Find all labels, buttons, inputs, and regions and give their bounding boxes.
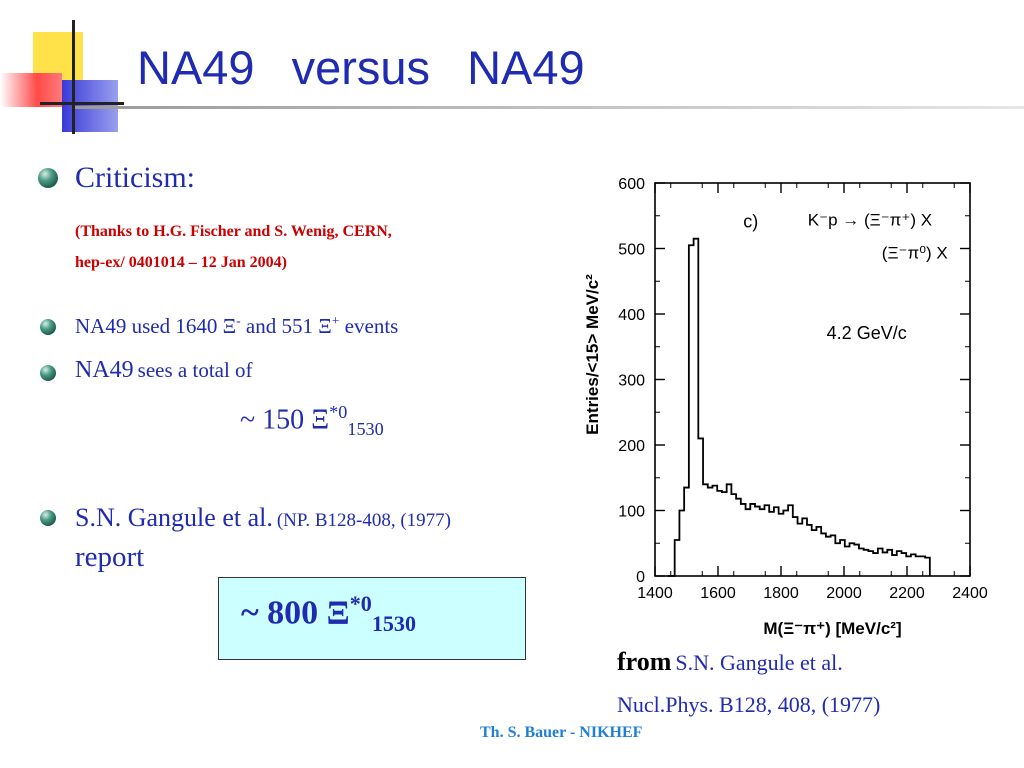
y-axis-label: Entries/<15> MeV/c² [583, 274, 602, 435]
y-tick-label: 500 [618, 242, 645, 259]
criticism-heading: Criticism: [75, 161, 195, 194]
vertical-line [72, 20, 75, 134]
y-tick-label: 600 [618, 176, 645, 193]
box-value: ~ 800 Ξ*01530 [241, 591, 416, 637]
total-bullet: NA49 sees a total of [75, 357, 253, 384]
report-text: report [75, 541, 145, 573]
x-tick-label: 1800 [763, 585, 799, 602]
histogram-chart: 1400 1600 1800 2000 2200 2400 0 100 200 300 400 500… [583, 176, 988, 638]
box-value-pre: ~ 800 Ξ [241, 594, 350, 632]
x-tick-label: 2000 [826, 585, 862, 602]
reference-authors: S.N. Gangule et al. [675, 650, 843, 675]
bullet-icon [38, 168, 58, 188]
reaction-label-2: (Ξ⁻π⁰) X [882, 243, 948, 262]
reference-line-1: from S.N. Gangule et al. [617, 647, 843, 677]
y-tick-label: 400 [618, 307, 645, 324]
bullet-icon [40, 319, 56, 335]
red-bar [0, 73, 62, 107]
reference-from: from [617, 647, 672, 676]
y-tick-label: 100 [618, 504, 645, 521]
highlight-box: ~ 800 Ξ*01530 [218, 577, 526, 660]
plot-frame [654, 182, 971, 577]
title-decoration [0, 0, 140, 140]
total-value: ~ 150 Ξ*01530 [240, 402, 384, 440]
reference-journal: Nucl.Phys. B128, 408, (1977) [617, 692, 881, 717]
y-tick-label: 200 [618, 438, 645, 455]
thanks-line-1: (Thanks to H.G. Fischer and S. Wenig, CE… [75, 223, 392, 240]
gangule-main: S.N. Gangule et al. [75, 503, 273, 532]
box-value-sup: *0 [349, 591, 372, 616]
x-axis-label: M(Ξ⁻π⁺) [MeV/c²] [763, 619, 901, 638]
thanks-line-2: hep-ex/ 0401014 – 12 Jan 2004) [75, 254, 287, 271]
total-value-sub: 1530 [347, 418, 384, 439]
footer-credit: Th. S. Bauer - NIKHEF [480, 724, 643, 741]
momentum-label: 4.2 GeV/c [827, 323, 907, 343]
title-underline [75, 106, 1024, 109]
histogram-series [667, 237, 931, 577]
reaction-label-1: K⁻p → (Ξ⁻π⁺) X [808, 211, 932, 230]
bullet-icon [40, 510, 56, 526]
xi-minus-sup: - [236, 313, 241, 328]
x-tick-label: 2200 [889, 585, 925, 602]
gangule-bullet: S.N. Gangule et al. (NP. B128-408, (1977… [75, 503, 451, 533]
page-title: NA49 versus NA49 [137, 41, 585, 94]
events-bullet: NA49 used 1640 Ξ- and 551 Ξ+ events [75, 313, 398, 339]
total-value-pre: ~ 150 Ξ [240, 404, 330, 436]
gangule-ref: (NP. B128-408, (1977) [276, 510, 452, 531]
total-value-sup: *0 [329, 402, 348, 422]
events-text-post: events [344, 314, 399, 338]
x-tick-label: 2400 [952, 585, 988, 602]
total-big: NA49 [75, 357, 134, 383]
horizontal-line [40, 102, 124, 105]
events-text-pre: NA49 used 1640 Ξ [75, 314, 237, 338]
y-tick-label: 300 [618, 373, 645, 390]
box-value-sub: 1530 [371, 611, 416, 637]
panel-label: c) [743, 212, 758, 232]
events-text-mid: and 551 Ξ [245, 314, 332, 338]
y-tick-label: 0 [636, 569, 645, 586]
total-small: sees a total of [137, 358, 253, 382]
x-tick-label: 1600 [700, 585, 736, 602]
x-tick-label: 1400 [637, 585, 673, 602]
bullet-icon [40, 365, 56, 381]
xi-plus-sup: + [331, 313, 340, 328]
chart-root: 1400 1600 1800 2000 2200 2400 0 100 200 300 400 500… [583, 176, 988, 638]
